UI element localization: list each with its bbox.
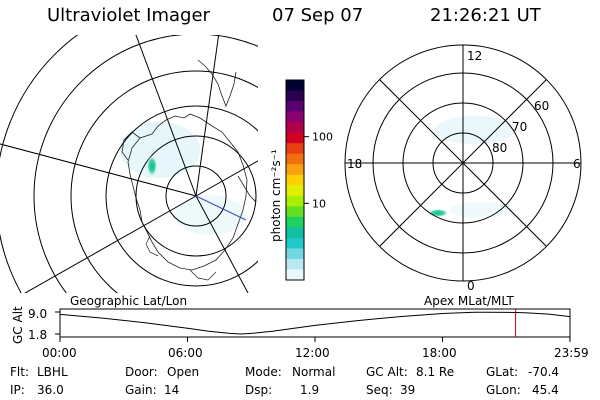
gcalt-label: GC Alt: bbox=[366, 365, 408, 379]
color-bar-swatch bbox=[286, 227, 304, 239]
observation-date: 07 Sep 07 bbox=[272, 5, 364, 26]
color-bar-frame bbox=[285, 79, 305, 281]
color-bar-swatch bbox=[286, 101, 304, 113]
gain-value: 14 bbox=[164, 383, 179, 397]
glat-value: -70.4 bbox=[528, 365, 559, 379]
filter-value: LBHL bbox=[37, 365, 68, 379]
south-america-tip bbox=[237, 175, 257, 203]
time-label-0000: 00:00 bbox=[42, 346, 77, 360]
door-label: Door: bbox=[125, 365, 158, 379]
color-bar-swatch bbox=[286, 111, 304, 123]
color-bar-tick-label: 10 bbox=[312, 197, 326, 210]
seq-label: Seq: bbox=[366, 383, 393, 397]
glon-label: GLon: bbox=[486, 383, 521, 397]
time-label-1200: 12:00 bbox=[295, 346, 330, 360]
altitude-tick-max: 9.0 bbox=[28, 307, 47, 321]
color-bar-swatch bbox=[286, 80, 304, 92]
peninsula bbox=[121, 131, 141, 161]
color-bar-swatch bbox=[286, 195, 304, 207]
glat-label: GLat: bbox=[486, 365, 518, 379]
color-bar-swatch bbox=[286, 143, 304, 155]
color-bar-swatch bbox=[286, 237, 304, 249]
altitude-chart-frame bbox=[59, 308, 571, 338]
weddell-coast bbox=[145, 235, 217, 281]
gain-label: Gain: bbox=[125, 383, 157, 397]
instrument-title: Ultraviolet Imager bbox=[47, 5, 210, 26]
observation-time: 21:26:21 UT bbox=[430, 5, 541, 26]
color-bar-ticks: 100 10 bbox=[304, 131, 333, 210]
altitude-axis-label: GC Alt bbox=[11, 306, 25, 344]
time-axis-ticks bbox=[59, 337, 571, 342]
left-panel-label: Geographic Lat/Lon bbox=[70, 294, 187, 308]
color-bar-swatch bbox=[286, 185, 304, 197]
mlt-label-0: 0 bbox=[467, 279, 475, 293]
meridians bbox=[0, 35, 258, 293]
color-bar-swatch bbox=[286, 122, 304, 134]
color-bar-swatch bbox=[286, 164, 304, 176]
color-bar-swatch bbox=[286, 216, 304, 228]
time-label-1800: 18:00 bbox=[422, 346, 457, 360]
latitude-circles bbox=[0, 35, 258, 293]
gcalt-value: 8.1 Re bbox=[416, 365, 454, 379]
color-bar-swatch bbox=[286, 132, 304, 144]
color-bar-swatch bbox=[286, 269, 304, 281]
mlt-label-6: 6 bbox=[573, 157, 581, 171]
mlt-diag-2 bbox=[379, 79, 547, 247]
door-value: Open bbox=[167, 365, 199, 379]
color-bar-swatch bbox=[286, 258, 304, 270]
time-label-2359: 23:59 bbox=[554, 346, 589, 360]
africa-tip bbox=[197, 59, 237, 108]
mlt-label-12: 12 bbox=[467, 49, 482, 63]
status-readout: Flt: LBHL Door: Open Mode: Normal GC Alt… bbox=[10, 365, 559, 397]
mode-value: Normal bbox=[292, 365, 335, 379]
color-bar-tick-label: 100 bbox=[312, 131, 333, 144]
color-bar-swatch bbox=[286, 174, 304, 186]
altitude-chart: GC Alt 9.0 1.8 bbox=[11, 306, 571, 344]
mlat-label-60: 60 bbox=[534, 99, 549, 113]
right-panel-label: Apex MLat/MLT bbox=[424, 294, 514, 308]
color-bar-swatch bbox=[286, 90, 304, 102]
aurora-haze bbox=[120, 122, 245, 235]
ip-label: IP: bbox=[10, 383, 25, 397]
mlt-label-18: 18 bbox=[347, 157, 362, 171]
color-bar-swatch bbox=[286, 248, 304, 260]
mode-label: Mode: bbox=[245, 365, 282, 379]
geographic-map bbox=[0, 35, 258, 293]
mlat-label-80: 80 bbox=[492, 141, 507, 155]
dsp-label: Dsp: bbox=[245, 383, 272, 397]
ip-value: 36.0 bbox=[37, 383, 64, 397]
magnetic-polar-plot: 12 18 6 0 60 70 80 bbox=[344, 44, 582, 293]
aurora-spot-magnetic bbox=[428, 209, 448, 217]
color-bar-swatch bbox=[286, 206, 304, 218]
seq-value: 39 bbox=[400, 383, 415, 397]
antarctica-coastline bbox=[127, 113, 248, 271]
filter-label: Flt: bbox=[10, 365, 29, 379]
color-bar-label: photon cm⁻²s⁻¹ bbox=[269, 149, 283, 242]
time-label-0600: 06:00 bbox=[168, 346, 203, 360]
aurora-haze-oval bbox=[435, 116, 515, 144]
mlat-label-70: 70 bbox=[512, 120, 527, 134]
sun-direction-line bbox=[195, 195, 247, 221]
dsp-value: 1.9 bbox=[300, 383, 319, 397]
altitude-curve bbox=[59, 311, 571, 335]
color-bar bbox=[286, 80, 304, 281]
color-bar-swatch bbox=[286, 153, 304, 165]
aurora-spot bbox=[147, 156, 157, 176]
altitude-tick-min: 1.8 bbox=[28, 328, 47, 342]
glon-value: 45.4 bbox=[532, 383, 559, 397]
